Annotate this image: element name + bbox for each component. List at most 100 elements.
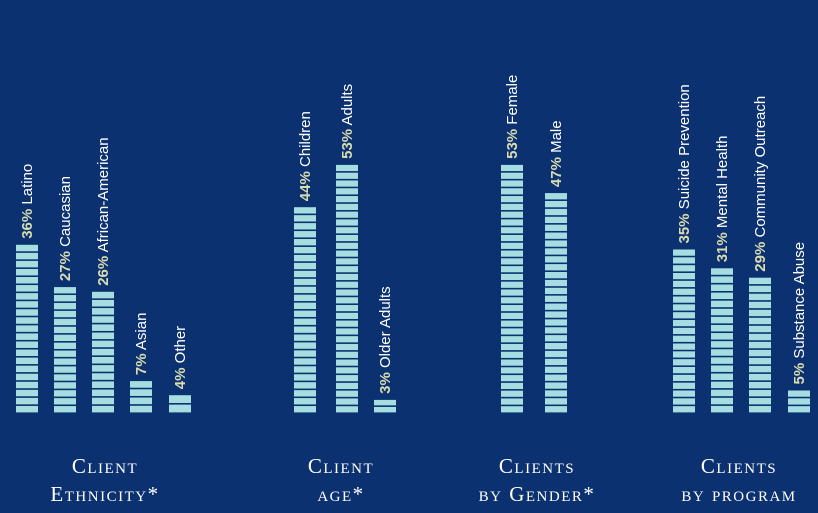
bar-segment bbox=[545, 390, 567, 397]
bar-segment bbox=[501, 336, 523, 343]
bar-segment bbox=[545, 319, 567, 326]
category-label: Older Adults bbox=[377, 286, 394, 372]
bar-segment bbox=[130, 397, 152, 405]
bar-segment bbox=[501, 203, 523, 211]
bar-segment bbox=[92, 299, 114, 307]
bar-segment bbox=[336, 312, 358, 319]
bar-segment bbox=[545, 248, 567, 255]
bar-segment bbox=[501, 234, 523, 242]
bar-segment bbox=[749, 365, 771, 373]
bar-segment bbox=[92, 365, 114, 372]
bar-segment bbox=[294, 334, 316, 341]
bar-segment bbox=[545, 200, 567, 208]
bar-segment bbox=[294, 223, 316, 230]
bar-segment bbox=[749, 381, 771, 389]
bar-segment bbox=[545, 287, 567, 295]
bar-segment bbox=[788, 390, 810, 397]
bar-segment bbox=[54, 390, 76, 397]
bar-segment bbox=[16, 260, 38, 268]
bar-segment bbox=[501, 343, 523, 351]
bar-segment bbox=[336, 164, 358, 172]
bar-program-suicide-prevention bbox=[673, 249, 695, 413]
bar-segment bbox=[294, 382, 316, 389]
data-label-percent: 27% bbox=[57, 251, 74, 281]
bar-segment bbox=[501, 289, 523, 296]
bar-segment bbox=[92, 332, 114, 340]
bar-segment bbox=[16, 357, 38, 365]
bar-segment bbox=[673, 374, 695, 382]
bar-segment bbox=[336, 234, 358, 242]
bar-segment bbox=[673, 273, 695, 280]
category-label: Children bbox=[297, 111, 314, 171]
bar-segment bbox=[374, 406, 396, 413]
bar-segment bbox=[673, 351, 695, 358]
bar-segment bbox=[54, 287, 76, 294]
bar-segment bbox=[673, 257, 695, 264]
bar-label-program-substance-abuse: 5% Substance Abuse bbox=[791, 242, 808, 385]
bar-segment bbox=[545, 232, 567, 239]
bar-segment bbox=[673, 367, 695, 374]
bar-segment bbox=[16, 381, 38, 389]
category-label: Substance Abuse bbox=[791, 242, 808, 363]
bar-label-gender-male: 47% Male bbox=[548, 120, 565, 187]
bar-segment bbox=[501, 382, 523, 390]
data-label-percent: 29% bbox=[752, 242, 769, 272]
bar-segment bbox=[545, 327, 567, 334]
bar-segment bbox=[545, 271, 567, 279]
bar-segment bbox=[749, 389, 771, 397]
bar-segment bbox=[673, 327, 695, 335]
chart-title-age-line1: Client bbox=[307, 454, 375, 478]
bar-segment bbox=[545, 335, 567, 342]
bar-segment bbox=[501, 281, 523, 288]
bar-ethnicity-asian bbox=[130, 381, 152, 413]
bar-segment bbox=[501, 312, 523, 319]
bar-label-age-adults: 53% Adults bbox=[339, 84, 356, 159]
bar-segment bbox=[54, 295, 76, 302]
bar-program-mental-health bbox=[711, 268, 733, 413]
bar-segment bbox=[336, 250, 358, 257]
bar-segment bbox=[16, 333, 38, 340]
bar-segment bbox=[54, 382, 76, 389]
category-label: Male bbox=[548, 120, 565, 157]
bar-segment bbox=[501, 258, 523, 265]
bar-segment bbox=[749, 357, 771, 365]
bar-segment bbox=[788, 398, 810, 405]
bar-segment bbox=[711, 381, 733, 389]
bar-segment bbox=[336, 196, 358, 203]
bar-segment bbox=[545, 279, 567, 287]
bar-segment bbox=[54, 318, 76, 326]
bar-segment bbox=[92, 356, 114, 364]
bar-segment bbox=[788, 406, 810, 413]
bar-segment bbox=[711, 300, 733, 308]
bar-segment bbox=[294, 294, 316, 302]
bar-segment bbox=[336, 281, 358, 288]
chart-title-program: Clients by program bbox=[664, 452, 814, 508]
chart-title-age-line2: age* bbox=[317, 482, 365, 506]
bar-segment bbox=[501, 227, 523, 234]
bar-segment bbox=[749, 285, 771, 293]
bar-segment bbox=[294, 318, 316, 325]
bar-segment bbox=[336, 266, 358, 273]
bar-segment bbox=[336, 367, 358, 374]
bar-segment bbox=[501, 164, 523, 172]
bar-segment bbox=[545, 264, 567, 271]
bar-segment bbox=[545, 224, 567, 231]
bar-label-ethnicity-other: 4% Other bbox=[172, 326, 189, 389]
bar-segment bbox=[711, 341, 733, 348]
bar-segment bbox=[294, 239, 316, 246]
bar-segment bbox=[501, 320, 523, 327]
bar-segment bbox=[711, 308, 733, 316]
bar-ethnicity-caucasian bbox=[54, 287, 76, 413]
bar-segment bbox=[501, 266, 523, 273]
bar-segment bbox=[16, 317, 38, 324]
bar-segment bbox=[545, 240, 567, 247]
data-label-percent: 5% bbox=[791, 363, 808, 385]
bar-segment bbox=[92, 389, 114, 397]
bar-segment bbox=[545, 303, 567, 310]
bar-segment bbox=[711, 268, 733, 275]
bar-label-ethnicity-latino: 36% Latino bbox=[19, 164, 36, 239]
category-label: Adults bbox=[339, 84, 356, 129]
bar-segment bbox=[673, 304, 695, 311]
bar-segment bbox=[673, 359, 695, 366]
bar-segment bbox=[130, 389, 152, 396]
